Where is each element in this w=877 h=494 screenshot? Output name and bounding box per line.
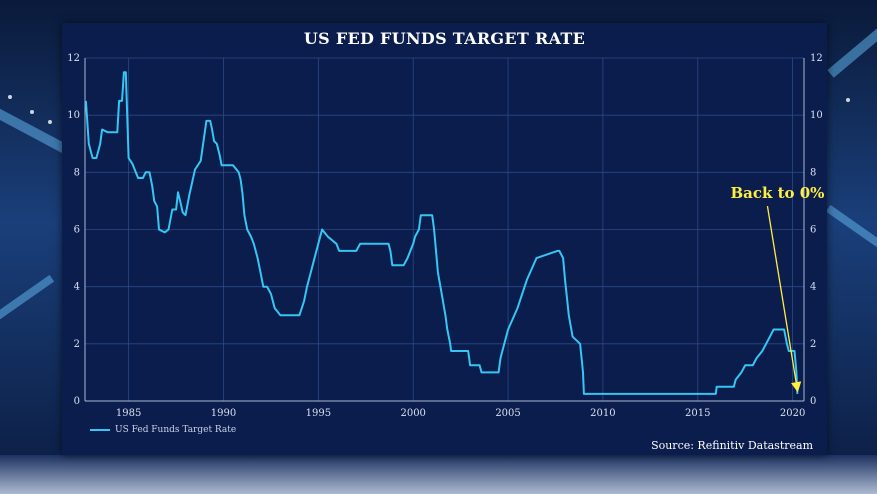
x-tick-label: 1985 xyxy=(116,408,141,419)
chart-title: US FED FUNDS TARGET RATE xyxy=(303,29,586,48)
annotation-arrow xyxy=(766,205,802,393)
annotation-label: Back to 0% xyxy=(730,184,824,202)
annotation-group: Back to 0% xyxy=(730,184,824,393)
tick-labels: 0 0 2 2 4 4 6 6 8 8 10 10 12 12 1985 1990 1995 2000 2005 20… xyxy=(67,53,822,419)
x-tick-label: 2015 xyxy=(685,408,710,419)
y-tick-label-left: 6 xyxy=(74,225,80,236)
grid-lines xyxy=(85,57,804,402)
chart-panel: US FED FUNDS TARGET RATE 0 0 2 2 4 4 6 6 8 8 10 10 1… xyxy=(62,23,827,455)
y-tick-label-right: 12 xyxy=(810,53,823,64)
x-tick-label: 1990 xyxy=(211,408,236,419)
y-tick-label-left: 12 xyxy=(67,53,80,64)
y-tick-label-left: 0 xyxy=(74,396,80,407)
y-tick-label-right: 0 xyxy=(810,396,816,407)
backdrop-light xyxy=(8,95,12,99)
y-tick-label-left: 8 xyxy=(74,167,80,178)
series-group xyxy=(84,71,799,395)
backdrop-stripe xyxy=(825,204,877,264)
x-tick-label: 2020 xyxy=(780,408,805,419)
y-tick-label-right: 10 xyxy=(810,110,823,121)
y-tick-label-right: 2 xyxy=(810,339,816,350)
legend-label: US Fed Funds Target Rate xyxy=(115,425,237,435)
backdrop-light xyxy=(48,120,52,124)
y-tick-label-left: 4 xyxy=(74,282,80,293)
axes xyxy=(84,58,805,402)
studio-floor xyxy=(0,455,877,494)
backdrop-light xyxy=(30,110,34,114)
line-chart: 0 0 2 2 4 4 6 6 8 8 10 10 12 12 1985 1990 1995 2000 2005 20… xyxy=(67,53,824,419)
x-tick-label: 1995 xyxy=(306,408,331,419)
backdrop-stripe xyxy=(827,12,877,78)
y-tick-label-right: 4 xyxy=(810,282,816,293)
x-tick-label: 2000 xyxy=(400,408,425,419)
y-tick-label-right: 8 xyxy=(810,167,816,178)
legend-swatch xyxy=(90,429,110,431)
x-tick-label: 2005 xyxy=(495,408,520,419)
series-line xyxy=(84,71,799,395)
source-note: Source: Refinitiv Datastream xyxy=(651,439,813,452)
y-tick-label-left: 10 xyxy=(67,110,80,121)
y-tick-label-right: 6 xyxy=(810,225,816,236)
backdrop-stripe xyxy=(0,274,55,334)
x-tick-label: 2010 xyxy=(590,408,615,419)
legend: US Fed Funds Target Rate xyxy=(90,425,236,435)
y-tick-label-left: 2 xyxy=(74,339,80,350)
backdrop-light xyxy=(846,98,850,102)
